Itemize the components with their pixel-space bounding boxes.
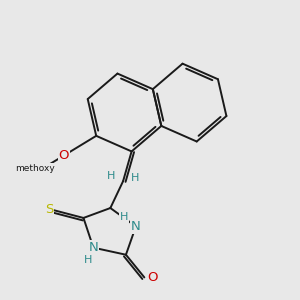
Text: H: H (120, 212, 128, 222)
Text: H: H (131, 173, 139, 183)
Text: N: N (131, 220, 141, 233)
Text: O: O (148, 271, 158, 284)
Text: N: N (88, 241, 98, 254)
Text: H: H (84, 254, 92, 265)
Text: S: S (45, 203, 54, 216)
Text: H: H (107, 171, 116, 181)
Text: O: O (58, 149, 69, 162)
Text: methoxy: methoxy (15, 164, 55, 173)
